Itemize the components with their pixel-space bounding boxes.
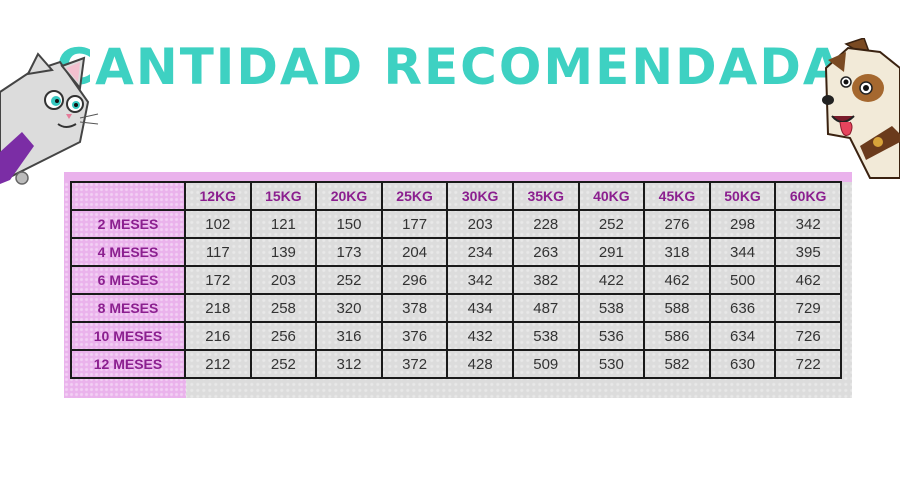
table-cell: 582 bbox=[643, 349, 711, 379]
table-cell: 228 bbox=[511, 209, 580, 239]
table-cell: 256 bbox=[249, 321, 318, 351]
table-cell: 487 bbox=[511, 293, 580, 323]
cartoon-dog-icon bbox=[822, 38, 900, 179]
table-cell: 316 bbox=[315, 321, 383, 351]
table-cell: 588 bbox=[643, 293, 711, 323]
table-corner-cell bbox=[70, 181, 186, 211]
table-cell: 218 bbox=[184, 293, 252, 323]
table-cell: 636 bbox=[708, 293, 777, 323]
row-header: 2 MESES bbox=[70, 209, 186, 239]
table-cell: 173 bbox=[315, 237, 383, 267]
table-cell: 344 bbox=[708, 237, 777, 267]
table-cell: 216 bbox=[184, 321, 252, 351]
table-cell: 203 bbox=[249, 265, 318, 295]
table-cell: 378 bbox=[380, 293, 449, 323]
table-cell: 586 bbox=[643, 321, 711, 351]
table-cell: 234 bbox=[446, 237, 514, 267]
table-cell: 434 bbox=[446, 293, 514, 323]
table-cell: 258 bbox=[249, 293, 318, 323]
column-header: 15KG bbox=[249, 181, 318, 211]
table-cell: 630 bbox=[708, 349, 777, 379]
column-header: 12KG bbox=[184, 181, 252, 211]
table-cell: 298 bbox=[708, 209, 777, 239]
table-cell: 500 bbox=[708, 265, 777, 295]
table-cell: 428 bbox=[446, 349, 514, 379]
table-cell: 722 bbox=[774, 349, 842, 379]
table-cell: 729 bbox=[774, 293, 842, 323]
column-header: 25KG bbox=[380, 181, 449, 211]
column-header: 30KG bbox=[446, 181, 514, 211]
row-header: 4 MESES bbox=[70, 237, 186, 267]
table-cell: 139 bbox=[249, 237, 318, 267]
table-header-row: 12KG 15KG 20KG 25KG 30KG 35KG 40KG 45KG … bbox=[70, 181, 842, 211]
table-cell: 462 bbox=[643, 265, 711, 295]
table-cell: 538 bbox=[577, 293, 646, 323]
table-cell: 204 bbox=[380, 237, 449, 267]
table-cell: 509 bbox=[511, 349, 580, 379]
table-cell: 150 bbox=[315, 209, 383, 239]
table-row: 4 MESES 117 139 173 204 234 263 291 318 … bbox=[70, 237, 842, 267]
row-header: 12 MESES bbox=[70, 349, 186, 379]
table-cell: 395 bbox=[774, 237, 842, 267]
row-header: 10 MESES bbox=[70, 321, 186, 351]
row-header: 8 MESES bbox=[70, 293, 186, 323]
column-header: 60KG bbox=[774, 181, 842, 211]
table-cell: 342 bbox=[446, 265, 514, 295]
table-cell: 252 bbox=[249, 349, 318, 379]
table-row: 2 MESES 102 121 150 177 203 228 252 276 … bbox=[70, 209, 842, 239]
cartoon-cat-icon bbox=[0, 52, 99, 185]
column-header: 35KG bbox=[511, 181, 580, 211]
table-cell: 291 bbox=[577, 237, 646, 267]
table-row: 6 MESES 172 203 252 296 342 382 422 462 … bbox=[70, 265, 842, 295]
row-header: 6 MESES bbox=[70, 265, 186, 295]
table-cell: 252 bbox=[577, 209, 646, 239]
table-cell: 252 bbox=[315, 265, 383, 295]
feeding-table: 12KG 15KG 20KG 25KG 30KG 35KG 40KG 45KG … bbox=[70, 181, 842, 379]
page-title: CANTIDAD RECOMENDADA bbox=[56, 38, 844, 96]
table-cell: 422 bbox=[577, 265, 646, 295]
table-cell: 172 bbox=[184, 265, 252, 295]
column-header: 40KG bbox=[577, 181, 646, 211]
table-cell: 296 bbox=[380, 265, 449, 295]
column-header: 50KG bbox=[708, 181, 777, 211]
table-cell: 121 bbox=[249, 209, 318, 239]
table-cell: 203 bbox=[446, 209, 514, 239]
column-header: 20KG bbox=[315, 181, 383, 211]
table-cell: 634 bbox=[708, 321, 777, 351]
table-cell: 536 bbox=[577, 321, 646, 351]
table-cell: 530 bbox=[577, 349, 646, 379]
table-cell: 372 bbox=[380, 349, 449, 379]
table-cell: 117 bbox=[184, 237, 252, 267]
table-row: 8 MESES 218 258 320 378 434 487 538 588 … bbox=[70, 293, 842, 323]
table-cell: 312 bbox=[315, 349, 383, 379]
table-cell: 177 bbox=[380, 209, 449, 239]
table-cell: 538 bbox=[511, 321, 580, 351]
table-cell: 263 bbox=[511, 237, 580, 267]
table-cell: 462 bbox=[774, 265, 842, 295]
column-header: 45KG bbox=[643, 181, 711, 211]
table-row: 12 MESES 212 252 312 372 428 509 530 582… bbox=[70, 349, 842, 379]
table-cell: 276 bbox=[643, 209, 711, 239]
table-cell: 212 bbox=[184, 349, 252, 379]
table-cell: 102 bbox=[184, 209, 252, 239]
table-top-band bbox=[64, 172, 852, 182]
table-cell: 432 bbox=[446, 321, 514, 351]
table-cell: 376 bbox=[380, 321, 449, 351]
table-cell: 382 bbox=[511, 265, 580, 295]
table-cell: 342 bbox=[774, 209, 842, 239]
table-cell: 726 bbox=[774, 321, 842, 351]
table-cell: 318 bbox=[643, 237, 711, 267]
table-cell: 320 bbox=[315, 293, 383, 323]
table-row: 10 MESES 216 256 316 376 432 538 536 586… bbox=[70, 321, 842, 351]
